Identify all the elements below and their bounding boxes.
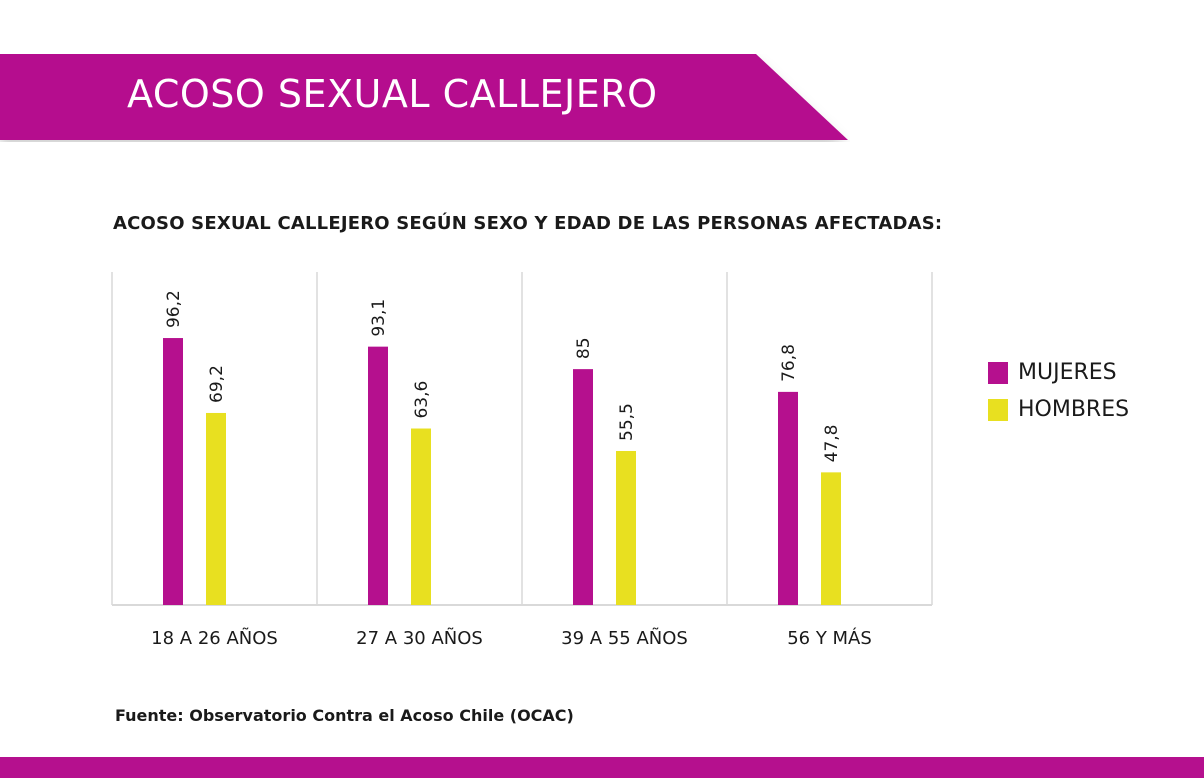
data-label: 76,8	[779, 344, 799, 382]
header-banner	[0, 54, 848, 140]
x-tick-label: 18 A 26 AÑOS	[151, 627, 278, 649]
data-label: 47,8	[822, 424, 842, 462]
legend-label: HOMBRES	[1018, 397, 1130, 422]
footer-bar	[0, 757, 1204, 778]
x-tick-label: 27 A 30 AÑOS	[356, 627, 483, 649]
data-label: 85	[574, 337, 594, 359]
data-label: 93,1	[369, 299, 389, 337]
bar-mujeres	[368, 346, 388, 605]
bar-mujeres	[163, 338, 183, 605]
legend-swatch	[988, 398, 1008, 421]
x-tick-label: 39 A 55 AÑOS	[561, 627, 688, 649]
source-note: Fuente: Observatorio Contra el Acoso Chi…	[115, 706, 574, 725]
bar-hombres	[616, 450, 636, 605]
data-label: 96,2	[164, 290, 184, 328]
legend-swatch	[988, 361, 1008, 384]
bar-hombres	[206, 412, 226, 605]
bar-chart: 18 A 26 AÑOS 96,2 69,2 27 A 30 AÑOS 93,1 63,6…	[111, 272, 933, 649]
x-tick-label: 56 Y MÁS	[787, 627, 872, 649]
bar-mujeres	[573, 369, 593, 605]
data-label: 63,6	[412, 381, 432, 419]
bar-mujeres	[778, 391, 798, 605]
legend-label: MUJERES	[1018, 360, 1117, 385]
chart-title: ACOSO SEXUAL CALLEJERO SEGÚN SEXO Y EDAD…	[113, 213, 943, 234]
data-label: 55,5	[617, 403, 637, 441]
legend-item-hombres: HOMBRES	[988, 397, 1129, 422]
data-label: 69,2	[207, 365, 227, 403]
bar-hombres	[411, 428, 431, 605]
bar-hombres	[821, 472, 841, 605]
page-title: ACOSO SEXUAL CALLEJERO	[127, 72, 658, 116]
legend-item-mujeres: MUJERES	[988, 360, 1117, 385]
